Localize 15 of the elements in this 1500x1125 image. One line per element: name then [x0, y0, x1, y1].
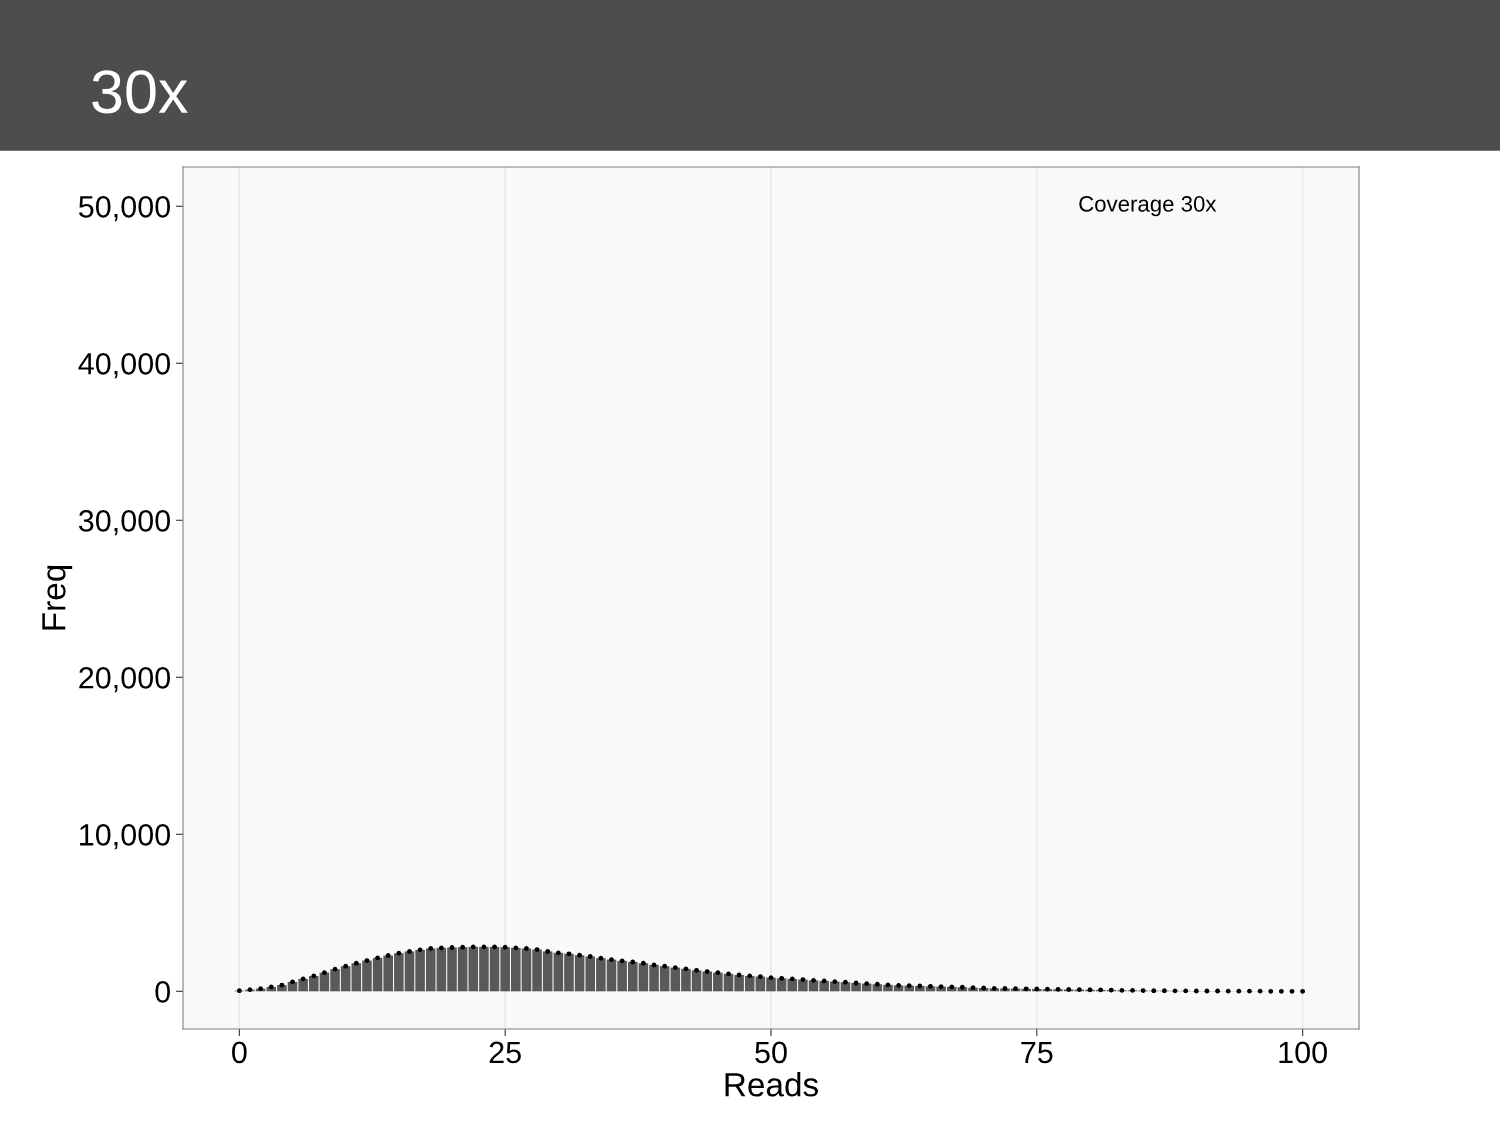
y-tick-label: 30,000	[78, 510, 171, 536]
y-tick-label: 20,000	[79, 667, 171, 693]
x-tick-label: 25	[489, 1041, 521, 1064]
annotation: Coverage 30x	[1079, 196, 1217, 217]
y-axis-title: Freq	[42, 565, 73, 630]
y-tick-label: 10,000	[80, 824, 171, 850]
x-tick-label: 100	[1279, 1041, 1327, 1064]
x-tick-label: 75	[1021, 1041, 1053, 1064]
y-tick-label: 0	[155, 981, 170, 1003]
chart-title: 30x	[92, 70, 188, 114]
y-tick-label: 40,000	[78, 353, 171, 379]
x-tick-label: 50	[755, 1041, 787, 1064]
x-axis-title: Reads	[725, 1072, 818, 1097]
y-tick-label: 50,000	[78, 195, 171, 222]
x-tick-label: 0	[232, 1041, 247, 1064]
